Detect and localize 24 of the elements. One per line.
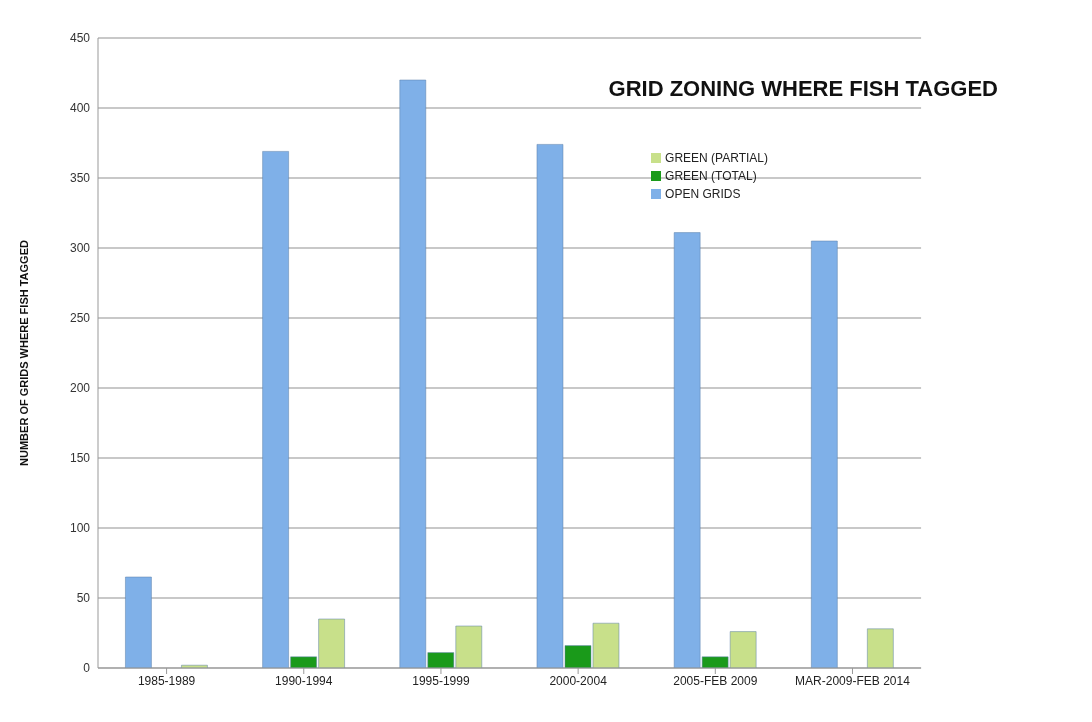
x-tick-label: 1990-1994 — [275, 673, 333, 688]
y-tick-label: 0 — [83, 661, 91, 676]
x-tick-label: 2000-2004 — [549, 673, 608, 688]
y-tick-label: 450 — [69, 31, 91, 46]
text: GRID ZONING WHERE FISH TAGGED — [608, 76, 998, 102]
y-tick-label: 200 — [69, 381, 91, 396]
y-axis-title: NUMBER OF GRIDS WHERE FISH TAGGED — [17, 240, 30, 466]
y-tick-label: 250 — [69, 311, 91, 326]
y-tick-label: 50 — [76, 591, 91, 606]
legend-label: GREEN (TOTAL) — [665, 169, 757, 183]
x-tick-label: 1995-1999 — [412, 673, 470, 688]
legend-label: GREEN (PARTIAL) — [665, 151, 768, 165]
x-tick-label: 1985-1989 — [137, 673, 196, 688]
y-tick-label: 300 — [69, 241, 91, 256]
bar — [867, 628, 894, 668]
x-tick-label: 2005-FEB 2009 — [673, 673, 758, 688]
x-tick-label: MAR-2009-FEB 2014 — [795, 673, 911, 688]
bar — [125, 576, 152, 668]
y-tick-label: 100 — [69, 521, 91, 536]
y-tick-label: 400 — [69, 101, 91, 116]
legend-label: OPEN GRIDS — [665, 187, 741, 201]
y-tick-label: 350 — [69, 171, 91, 186]
y-tick-label: 150 — [69, 451, 91, 466]
bar — [811, 240, 838, 668]
